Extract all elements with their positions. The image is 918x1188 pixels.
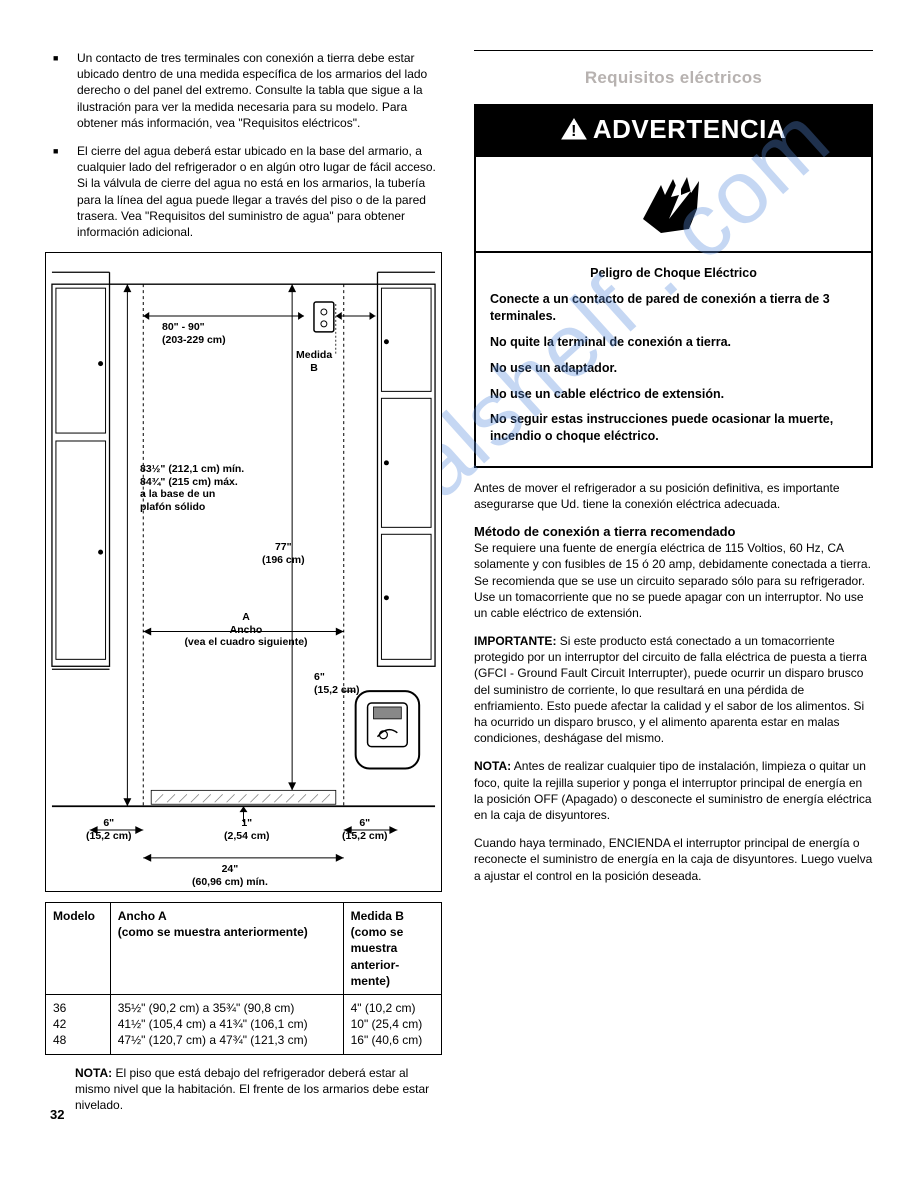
label-twentyfour: 24" (60,96 cm) mín. (192, 863, 268, 888)
para3-wrap: IMPORTANTE: Si este producto está conect… (474, 633, 873, 746)
warning-title: ADVERTENCIA (593, 112, 786, 147)
two-column-layout: Un contacto de tres terminales con conex… (45, 50, 873, 1113)
cell: 36 42 48 (46, 995, 111, 1055)
label-medida-b: Medida B (296, 349, 332, 374)
dimension-table: Modelo Ancho A (como se muestra anterior… (45, 902, 442, 1055)
para1: Antes de mover el refrigerador a su posi… (474, 480, 873, 512)
warning-header: ! ADVERTENCIA (476, 106, 871, 157)
warning-line-center: Peligro de Choque Eléctrico (490, 265, 857, 282)
warning-box: ! ADVERTENCIA Peligro de Choque Eléctric… (474, 104, 873, 468)
warning-line: No use un cable eléctrico de extensión. (490, 386, 857, 403)
bullet-list: Un contacto de tres terminales con conex… (45, 50, 442, 240)
v: 10" (25,4 cm) (351, 1016, 434, 1032)
warning-line: Conecte a un contacto de pared de conexi… (490, 291, 857, 325)
shock-hand-icon (631, 171, 717, 241)
v: 47½" (120,7 cm) a 47¾" (121,3 cm) (118, 1032, 336, 1048)
nota-left: NOTA: El piso que está debajo del refrig… (45, 1065, 442, 1114)
para3: Si este producto está conectado a un tom… (474, 634, 867, 745)
warning-body: Peligro de Choque Eléctrico Conecte a un… (476, 253, 871, 466)
divider (474, 50, 873, 51)
svg-text:!: ! (571, 123, 577, 140)
th-modelo: Modelo (46, 903, 111, 995)
nota-label-r: NOTA: (474, 759, 511, 773)
warning-line: No quite la terminal de conexión a tierr… (490, 334, 857, 351)
label-one-in: 1" (2,54 cm) (224, 817, 270, 842)
v: 42 (53, 1016, 103, 1032)
page-number: 32 (50, 1106, 64, 1124)
section-title: Requisitos eléctricos (474, 67, 873, 90)
bullet-item: Un contacto de tres terminales con conex… (53, 50, 442, 131)
nota-label: NOTA: (75, 1066, 112, 1080)
installation-diagram: 80" - 90" (203-229 cm) Medida B 83½" (21… (45, 252, 442, 892)
label-ancho: A Ancho (vea el cuadro siguiente) (176, 611, 316, 649)
th-medida: Medida B (como se muestra anterior- ment… (343, 903, 441, 995)
label-inner-h: 77" (196 cm) (262, 541, 305, 566)
label-six-in: 6" (15,2 cm) (314, 671, 360, 696)
nota-text: El piso que está debajo del refrigerador… (75, 1066, 429, 1112)
cell: 35½" (90,2 cm) a 35¾" (90,8 cm) 41½" (10… (110, 995, 343, 1055)
right-column: Requisitos eléctricos ! ADVERTENCIA Peli… (474, 50, 873, 1113)
label-top-range: 80" - 90" (203-229 cm) (162, 321, 226, 346)
v: 36 (53, 1000, 103, 1016)
bullet-item: El cierre del agua deberá estar ubicado … (53, 143, 442, 240)
para5: Cuando haya terminado, ENCIENDA el inter… (474, 835, 873, 884)
para4: Antes de realizar cualquier tipo de inst… (474, 759, 872, 822)
label-height-min-max: 83½" (212,1 cm) mín. 84¾" (215 cm) máx. … (140, 463, 244, 513)
v: 35½" (90,2 cm) a 35¾" (90,8 cm) (118, 1000, 336, 1016)
v: 41½" (105,4 cm) a 41¾" (106,1 cm) (118, 1016, 336, 1032)
para2: Se requiere una fuente de energía eléctr… (474, 540, 873, 621)
para4-wrap: NOTA: Antes de realizar cualquier tipo d… (474, 758, 873, 823)
label-six-right: 6" (15,2 cm) (342, 817, 388, 842)
v: 48 (53, 1032, 103, 1048)
subhead: Método de conexión a tierra recomendado (474, 523, 873, 541)
label-six-left: 6" (15,2 cm) (86, 817, 132, 842)
v: 16" (40,6 cm) (351, 1032, 434, 1048)
left-column: Un contacto de tres terminales con conex… (45, 50, 442, 1113)
diagram-svg (46, 253, 441, 891)
shock-icon-area (476, 157, 871, 251)
importante-label: IMPORTANTE: (474, 634, 556, 648)
v: 4" (10,2 cm) (351, 1000, 434, 1016)
cell: 4" (10,2 cm) 10" (25,4 cm) 16" (40,6 cm) (343, 995, 441, 1055)
warning-triangle-icon: ! (561, 118, 587, 140)
warning-line: No use un adaptador. (490, 360, 857, 377)
th-ancho: Ancho A (como se muestra anteriormente) (110, 903, 343, 995)
warning-line: No seguir estas instrucciones puede ocas… (490, 411, 857, 445)
